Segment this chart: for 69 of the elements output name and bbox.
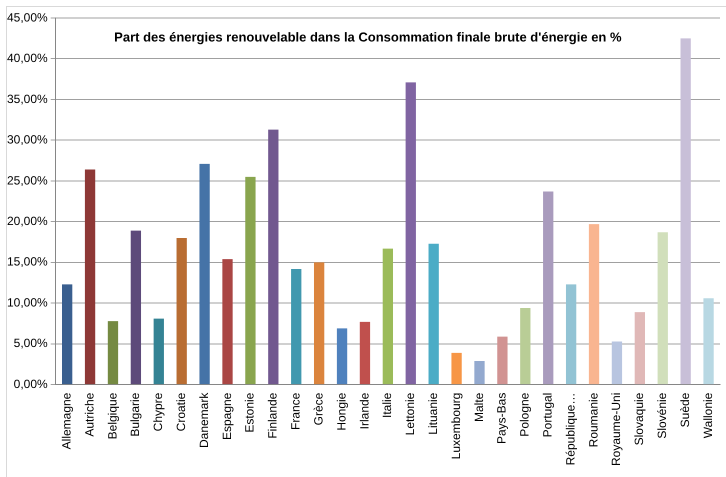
bar [588,224,600,384]
x-tick-label: Pays-Bas [494,392,509,444]
bar [130,230,142,384]
bar [360,322,370,384]
x-tick-label: Roumanie [586,392,600,448]
y-tick-label: 30,00% [6,132,48,147]
bar [497,336,508,384]
x-tick-label: Suède [678,392,692,428]
x-tick-label: Danemark [196,392,211,448]
x-tick-label: Portugal [540,392,555,438]
x-tick-label: Slovénie [655,392,670,439]
x-tick-label: Finlande [266,392,280,439]
y-tick-label: 15,00% [6,254,48,269]
x-tick-label: Chypre [151,392,166,432]
y-tick-label: 40,00% [6,51,48,66]
y-tick-label: 0,00% [14,376,48,391]
bar [703,298,714,384]
x-tick-label: Croatie [174,392,188,432]
y-tick-label: 45,00% [6,10,48,24]
bar [245,176,256,384]
bar [382,248,394,384]
bar [566,284,576,384]
x-tick-label: Malte [472,392,486,422]
bar [154,318,164,384]
bar [108,321,118,384]
y-tick-label: 20,00% [6,214,48,228]
bar [451,352,462,384]
bar [176,238,187,384]
x-tick-label: Royaume-Uni [609,392,624,466]
bar [428,244,439,384]
y-tick-label: 10,00% [6,295,48,310]
x-tick-label: Estonie [242,392,257,433]
text: Part des énergies renouvelable dans la Consommation finale brute d'énergie en % [114,30,622,45]
bar [291,268,302,384]
bar [406,82,416,384]
x-tick-label: Grèce [311,392,326,426]
x-tick-label: Lettonie [403,392,418,436]
x-tick-label: Allemagne [59,392,74,450]
x-tick-label: Bulgarie [128,392,142,437]
bar [222,259,233,384]
bar [474,361,485,384]
bar [543,192,554,384]
x-tick-label: Italie [380,392,394,418]
x-tick-label: Luxembourg [448,392,463,460]
y-tick-label: 5,00% [14,336,48,350]
bar [336,328,348,384]
bar [520,308,530,384]
x-tick-label: Belgique [105,392,120,440]
bar [658,232,668,384]
x-tick-label: Slovaquie [632,392,646,446]
x-tick-label: Lituanie [426,392,440,435]
x-tick-label: République… [563,392,578,466]
bar [612,341,622,384]
x-tick-label: Wallonie [700,392,715,438]
x-tick-label: Autriche [82,392,96,437]
bar [268,130,278,384]
x-tick-label: France [288,392,303,430]
x-tick-label: Irlande [357,392,372,430]
x-tick-label: Espagne [220,392,234,440]
y-tick-label: 35,00% [6,92,48,106]
bar [199,164,210,384]
y-tick-label: 25,00% [6,173,48,188]
x-tick-label: Pologne [518,392,532,437]
bar [680,38,691,384]
bar [314,262,324,384]
bar [634,312,645,384]
x-tick-label: Hongie [334,392,348,431]
bar [84,170,96,384]
bar [62,284,72,384]
